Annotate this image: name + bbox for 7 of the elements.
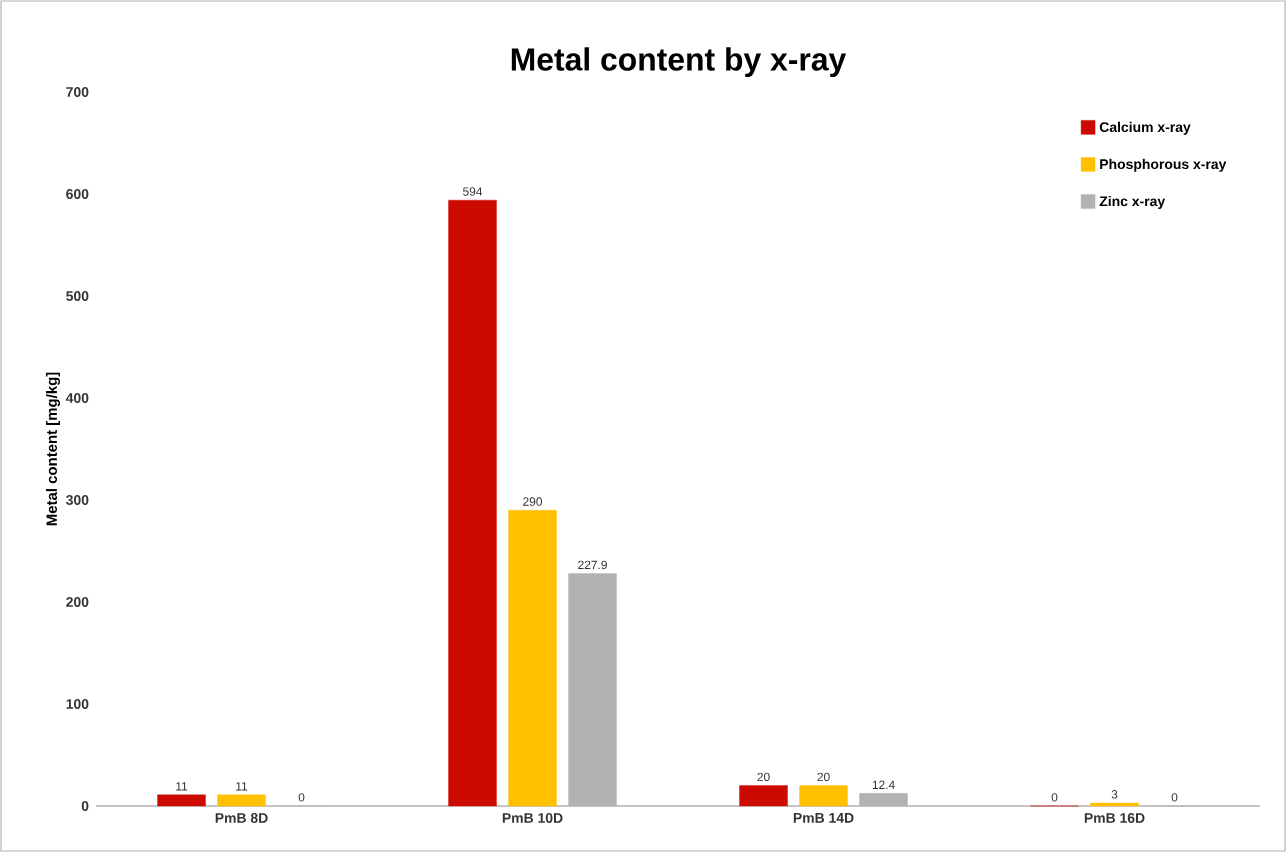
bar [508,510,557,807]
chart-title: Metal content by x-ray [511,47,847,78]
bar [217,794,266,807]
bar [157,794,206,807]
bar [739,785,788,807]
bar [799,785,848,807]
bar [448,199,497,807]
